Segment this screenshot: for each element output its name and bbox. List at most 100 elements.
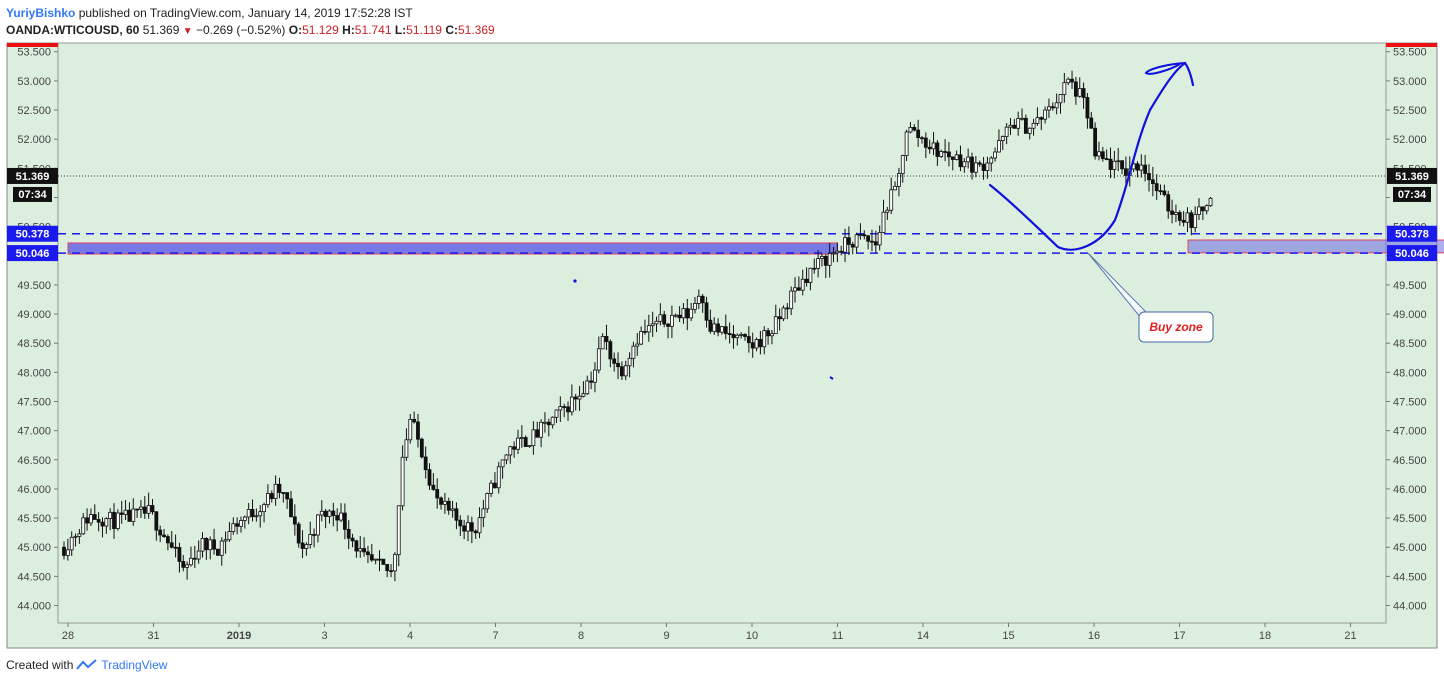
candle-body <box>720 326 724 333</box>
candle-body <box>877 232 882 246</box>
open-label: O: <box>288 23 303 37</box>
candle-body <box>419 438 424 458</box>
projection-curve[interactable] <box>988 61 1195 251</box>
candle-body <box>1116 160 1121 163</box>
candle-body <box>469 522 474 532</box>
candle-body <box>308 534 313 545</box>
candle-body <box>231 523 236 532</box>
candle-body <box>1000 136 1005 141</box>
author-link[interactable]: YuriyBishko <box>6 6 76 20</box>
candle-body <box>508 446 513 456</box>
candle-body <box>89 514 93 524</box>
candle-body <box>950 156 955 160</box>
candle-body <box>323 510 328 517</box>
candle-body <box>316 514 320 536</box>
candle-body <box>381 558 386 565</box>
candle-body <box>781 307 786 320</box>
candle-body <box>562 406 567 408</box>
footer: Created with TradingView <box>6 658 167 672</box>
candle-body <box>800 278 805 291</box>
x-tick-label: 17 <box>1173 630 1185 642</box>
candle-body <box>1081 88 1086 98</box>
candle-body <box>889 189 894 211</box>
y-tick-label: 52.000 <box>17 134 51 146</box>
tradingview-logo-icon <box>76 659 98 670</box>
candle-body <box>531 429 536 446</box>
candle-body <box>85 517 89 524</box>
candle-body <box>681 308 686 319</box>
candle-body <box>973 162 978 173</box>
candle-body <box>319 510 324 516</box>
candle-body <box>897 173 901 187</box>
candle-body <box>1208 197 1213 207</box>
candle-body <box>623 365 628 377</box>
tradingview-brand[interactable]: TradingView <box>101 658 168 672</box>
last-price-label: 51.369 <box>16 171 50 183</box>
level-price-tag <box>1387 225 1437 242</box>
candle-body <box>227 531 232 541</box>
y-tick-label: 52.500 <box>1393 105 1427 117</box>
chart-header: YuriyBishko published on TradingView.com… <box>6 5 495 40</box>
candle-body <box>523 437 528 447</box>
candle-body <box>739 334 744 336</box>
candle-body <box>912 127 917 131</box>
candle-body <box>215 548 220 556</box>
y-tick-label: 48.000 <box>17 367 51 379</box>
candle-body <box>96 519 101 523</box>
candle-body <box>242 516 247 521</box>
candle-body <box>254 515 259 518</box>
candle-body <box>846 237 851 245</box>
candle-body <box>269 493 274 500</box>
projection-loop <box>1144 62 1186 75</box>
x-tick-label: 16 <box>1088 630 1100 642</box>
candle-body <box>793 287 797 292</box>
y-tick-label: 49.000 <box>17 309 51 321</box>
callout-box <box>1138 311 1214 343</box>
candle-body <box>612 358 617 364</box>
level-price-tag <box>1387 245 1437 262</box>
candle-body <box>643 331 647 333</box>
candle-body <box>773 316 778 335</box>
candle-body <box>746 336 751 344</box>
y-tick-label: 52.000 <box>1393 134 1427 146</box>
candle-body <box>573 396 578 400</box>
buy-zone-callout[interactable]: Buy zone <box>1087 252 1214 343</box>
candle-body <box>893 185 897 191</box>
candle-body <box>785 307 790 310</box>
candle-body <box>392 554 397 572</box>
candle-body <box>258 511 263 517</box>
y-tick-label: 45.500 <box>17 513 51 525</box>
candle-body <box>589 380 594 383</box>
candle-body <box>200 538 205 552</box>
candle-body <box>662 314 667 325</box>
candle-body <box>646 325 651 333</box>
candle-body <box>546 421 551 426</box>
y-tick-label: 48.500 <box>1393 338 1427 350</box>
y-tick-label: 46.500 <box>17 455 51 467</box>
y-tick-label: 44.000 <box>17 601 51 613</box>
last-price-tag <box>7 167 58 184</box>
candle-body <box>1181 219 1186 223</box>
candle-body <box>139 506 143 510</box>
symbol-label[interactable]: OANDA:WTICOUSD, 60 <box>6 23 140 37</box>
candle-body <box>519 437 524 439</box>
candle-body <box>1050 106 1055 109</box>
candle-body <box>404 439 409 458</box>
candle-body <box>1097 151 1101 157</box>
candle-body <box>481 508 486 519</box>
candle-body <box>300 542 305 549</box>
last-price: 51.369 <box>142 23 180 37</box>
candle-body <box>566 406 570 413</box>
level-price-label: 50.378 <box>16 229 50 241</box>
close-value: 51.369 <box>458 23 495 37</box>
candle-body <box>931 142 936 150</box>
candle-body <box>1154 183 1159 192</box>
candle-body <box>808 267 813 283</box>
candle-body <box>358 548 363 552</box>
candle-body <box>435 489 440 499</box>
candle-body <box>1193 214 1198 228</box>
candle-body <box>69 536 74 551</box>
countdown-tag <box>1393 186 1431 202</box>
candle-body <box>850 244 855 248</box>
